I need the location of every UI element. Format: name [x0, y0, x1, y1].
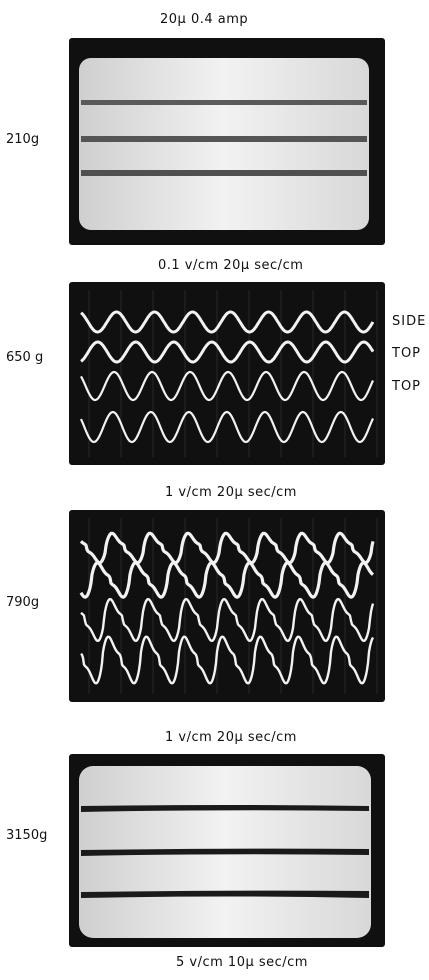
waveform-trace — [80, 635, 375, 685]
band-gap-3 — [81, 890, 369, 898]
band-glow — [79, 58, 369, 230]
panel-2-caption: 0.1 v/cm 20μ sec/cm — [158, 258, 304, 273]
panel-2-weight: 650 g — [6, 350, 44, 365]
oscillogram-1 — [79, 58, 369, 230]
oscillogram-4 — [79, 766, 371, 938]
band-gap-1 — [81, 805, 369, 812]
trace-label-top-1: TOP — [392, 346, 422, 361]
band-gap-2 — [81, 136, 367, 142]
oscillogram-3 — [79, 518, 378, 694]
panel-4-weight: 3150g — [6, 828, 48, 843]
waveform-trace — [80, 597, 375, 643]
trace-label-top-2: TOP — [392, 379, 422, 394]
panel-1-weight: 210g — [6, 132, 40, 147]
oscillogram-panel-4 — [69, 754, 385, 947]
panel-4-caption: 1 v/cm 20μ sec/cm — [165, 730, 297, 745]
panel-3-caption: 1 v/cm 20μ sec/cm — [165, 485, 297, 500]
panel-1-caption: 20μ 0.4 amp — [160, 12, 249, 27]
band-gap-3 — [81, 170, 367, 176]
oscillogram-panel-2 — [69, 282, 385, 465]
waveform-trace — [79, 531, 375, 565]
oscillogram-panel-1 — [69, 38, 385, 245]
waveform-trace — [80, 310, 375, 334]
footer-caption: 5 v/cm 10μ sec/cm — [176, 955, 308, 970]
waveform-trace — [80, 340, 375, 364]
band-gap-2 — [81, 848, 369, 856]
waveform-trace — [79, 561, 374, 599]
waveform-trace — [80, 370, 375, 402]
trace-label-side: SIDE — [392, 314, 427, 329]
waveform-trace — [79, 410, 375, 444]
oscillogram-2 — [79, 290, 378, 457]
oscillogram-panel-3 — [69, 510, 385, 702]
band-gap-1 — [81, 100, 367, 105]
panel-3-weight: 790g — [6, 595, 40, 610]
